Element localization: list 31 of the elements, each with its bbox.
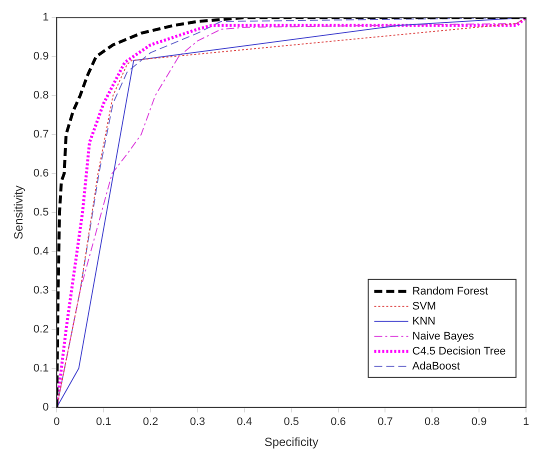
x-tick-label: 0.8 xyxy=(424,416,440,428)
y-tick-label: 0.2 xyxy=(33,323,49,336)
y-tick-label: 0.3 xyxy=(33,284,49,296)
x-tick-label: 0.1 xyxy=(96,416,112,428)
y-axis-title: Sensitivity xyxy=(12,185,26,240)
y-tick-label: 0.9 xyxy=(33,50,49,63)
y-tick-label: 1 xyxy=(42,12,49,24)
x-tick-label: 0.3 xyxy=(190,416,206,428)
y-tick-label: 0 xyxy=(42,401,49,414)
y-tick-label: 0.8 xyxy=(33,90,49,102)
x-tick-label: 0.4 xyxy=(236,416,252,428)
legend-label: KNN xyxy=(412,315,436,328)
x-tick-label: 0.9 xyxy=(471,416,487,428)
y-tick-label: 0.5 xyxy=(33,206,49,219)
legend-label: Random Forest xyxy=(412,285,488,298)
line-series xyxy=(56,18,526,408)
y-tick-label: 0.7 xyxy=(33,128,49,141)
x-axis-title: Specificity xyxy=(264,435,318,450)
x-tick-label: 1 xyxy=(522,416,530,428)
y-tick-label: 0.1 xyxy=(33,362,49,374)
legend-label: Naive Bayes xyxy=(412,330,475,342)
legend-label: C4.5 Decision Tree xyxy=(412,345,506,358)
x-tick-label: 0.6 xyxy=(330,416,346,428)
y-tick-label: 0.4 xyxy=(33,246,49,258)
legend-label: AdaBoost xyxy=(412,360,460,372)
legend-label: SVM xyxy=(412,300,436,312)
x-tick-label: 0 xyxy=(54,416,60,428)
x-tick-label: 0.7 xyxy=(378,416,393,428)
x-tick-label: 0.5 xyxy=(284,416,299,428)
x-tick-label: 0.2 xyxy=(142,416,158,428)
y-tick-label: 0.6 xyxy=(33,168,49,180)
